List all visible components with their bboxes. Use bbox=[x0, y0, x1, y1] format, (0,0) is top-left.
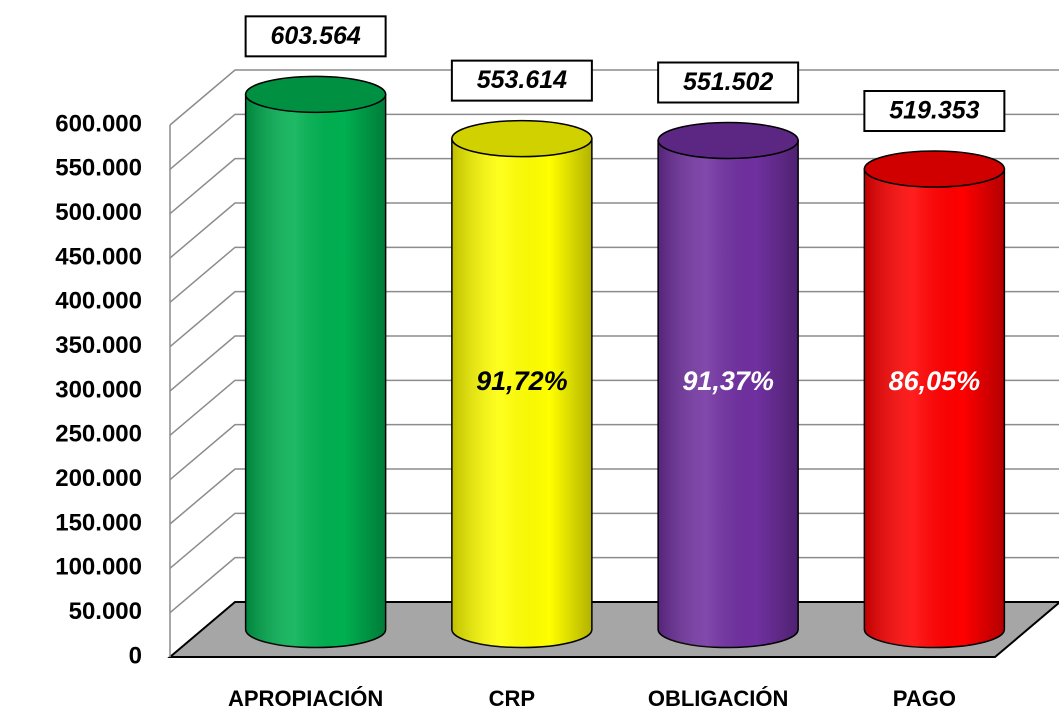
y-tick-label: 500.000 bbox=[55, 199, 142, 226]
y-tick-label: 400.000 bbox=[55, 288, 142, 315]
y-tick-label: 300.000 bbox=[55, 376, 142, 403]
value-label-box bbox=[244, 15, 387, 58]
bar-top-shade bbox=[864, 151, 1005, 188]
bar-shade bbox=[451, 138, 592, 648]
percent-label: 91,37% bbox=[682, 366, 774, 396]
bar-top bbox=[244, 75, 387, 114]
x-tick-label: PAGO bbox=[893, 686, 956, 711]
y-tick-label: 250.000 bbox=[55, 421, 142, 448]
value-label: 519.353 bbox=[889, 97, 979, 125]
value-label: 551.502 bbox=[683, 68, 773, 96]
x-tick-label: CRP bbox=[489, 686, 535, 711]
y-tick-label: 200.000 bbox=[55, 465, 142, 492]
bar-shade bbox=[245, 94, 386, 648]
percent-label: 86,05% bbox=[889, 366, 981, 396]
value-label-box bbox=[450, 59, 593, 102]
bar-top-shade bbox=[451, 120, 592, 157]
y-tick-label: 100.000 bbox=[55, 554, 142, 581]
y-tick-label: 450.000 bbox=[55, 243, 142, 270]
y-tick-label: 150.000 bbox=[55, 509, 142, 536]
y-tick-label: 0 bbox=[129, 642, 142, 669]
grid-line bbox=[169, 113, 1059, 170]
bar-top bbox=[451, 119, 593, 158]
bar-top-shade bbox=[658, 122, 799, 159]
x-tick-label: APROPIACIÓN bbox=[228, 686, 383, 711]
y-tick-label: 550.000 bbox=[55, 155, 142, 182]
value-label: 603.564 bbox=[270, 22, 360, 50]
bar-top bbox=[863, 150, 1006, 188]
y-tick-label: 50.000 bbox=[69, 598, 142, 625]
value-label-box bbox=[863, 90, 1006, 133]
value-label: 553.614 bbox=[477, 66, 567, 94]
y-tick-label: 350.000 bbox=[55, 332, 142, 359]
bar-top bbox=[657, 121, 799, 160]
bar-top-shade bbox=[245, 76, 386, 113]
floor bbox=[167, 601, 1059, 658]
y-tick-label: 600.000 bbox=[55, 110, 142, 137]
percent-label: 91,72% bbox=[476, 366, 568, 396]
x-tick-label: OBLIGACIÓN bbox=[648, 686, 789, 711]
bar-shade bbox=[864, 169, 1005, 648]
value-label-box bbox=[657, 61, 800, 104]
bar-shade bbox=[658, 140, 799, 648]
